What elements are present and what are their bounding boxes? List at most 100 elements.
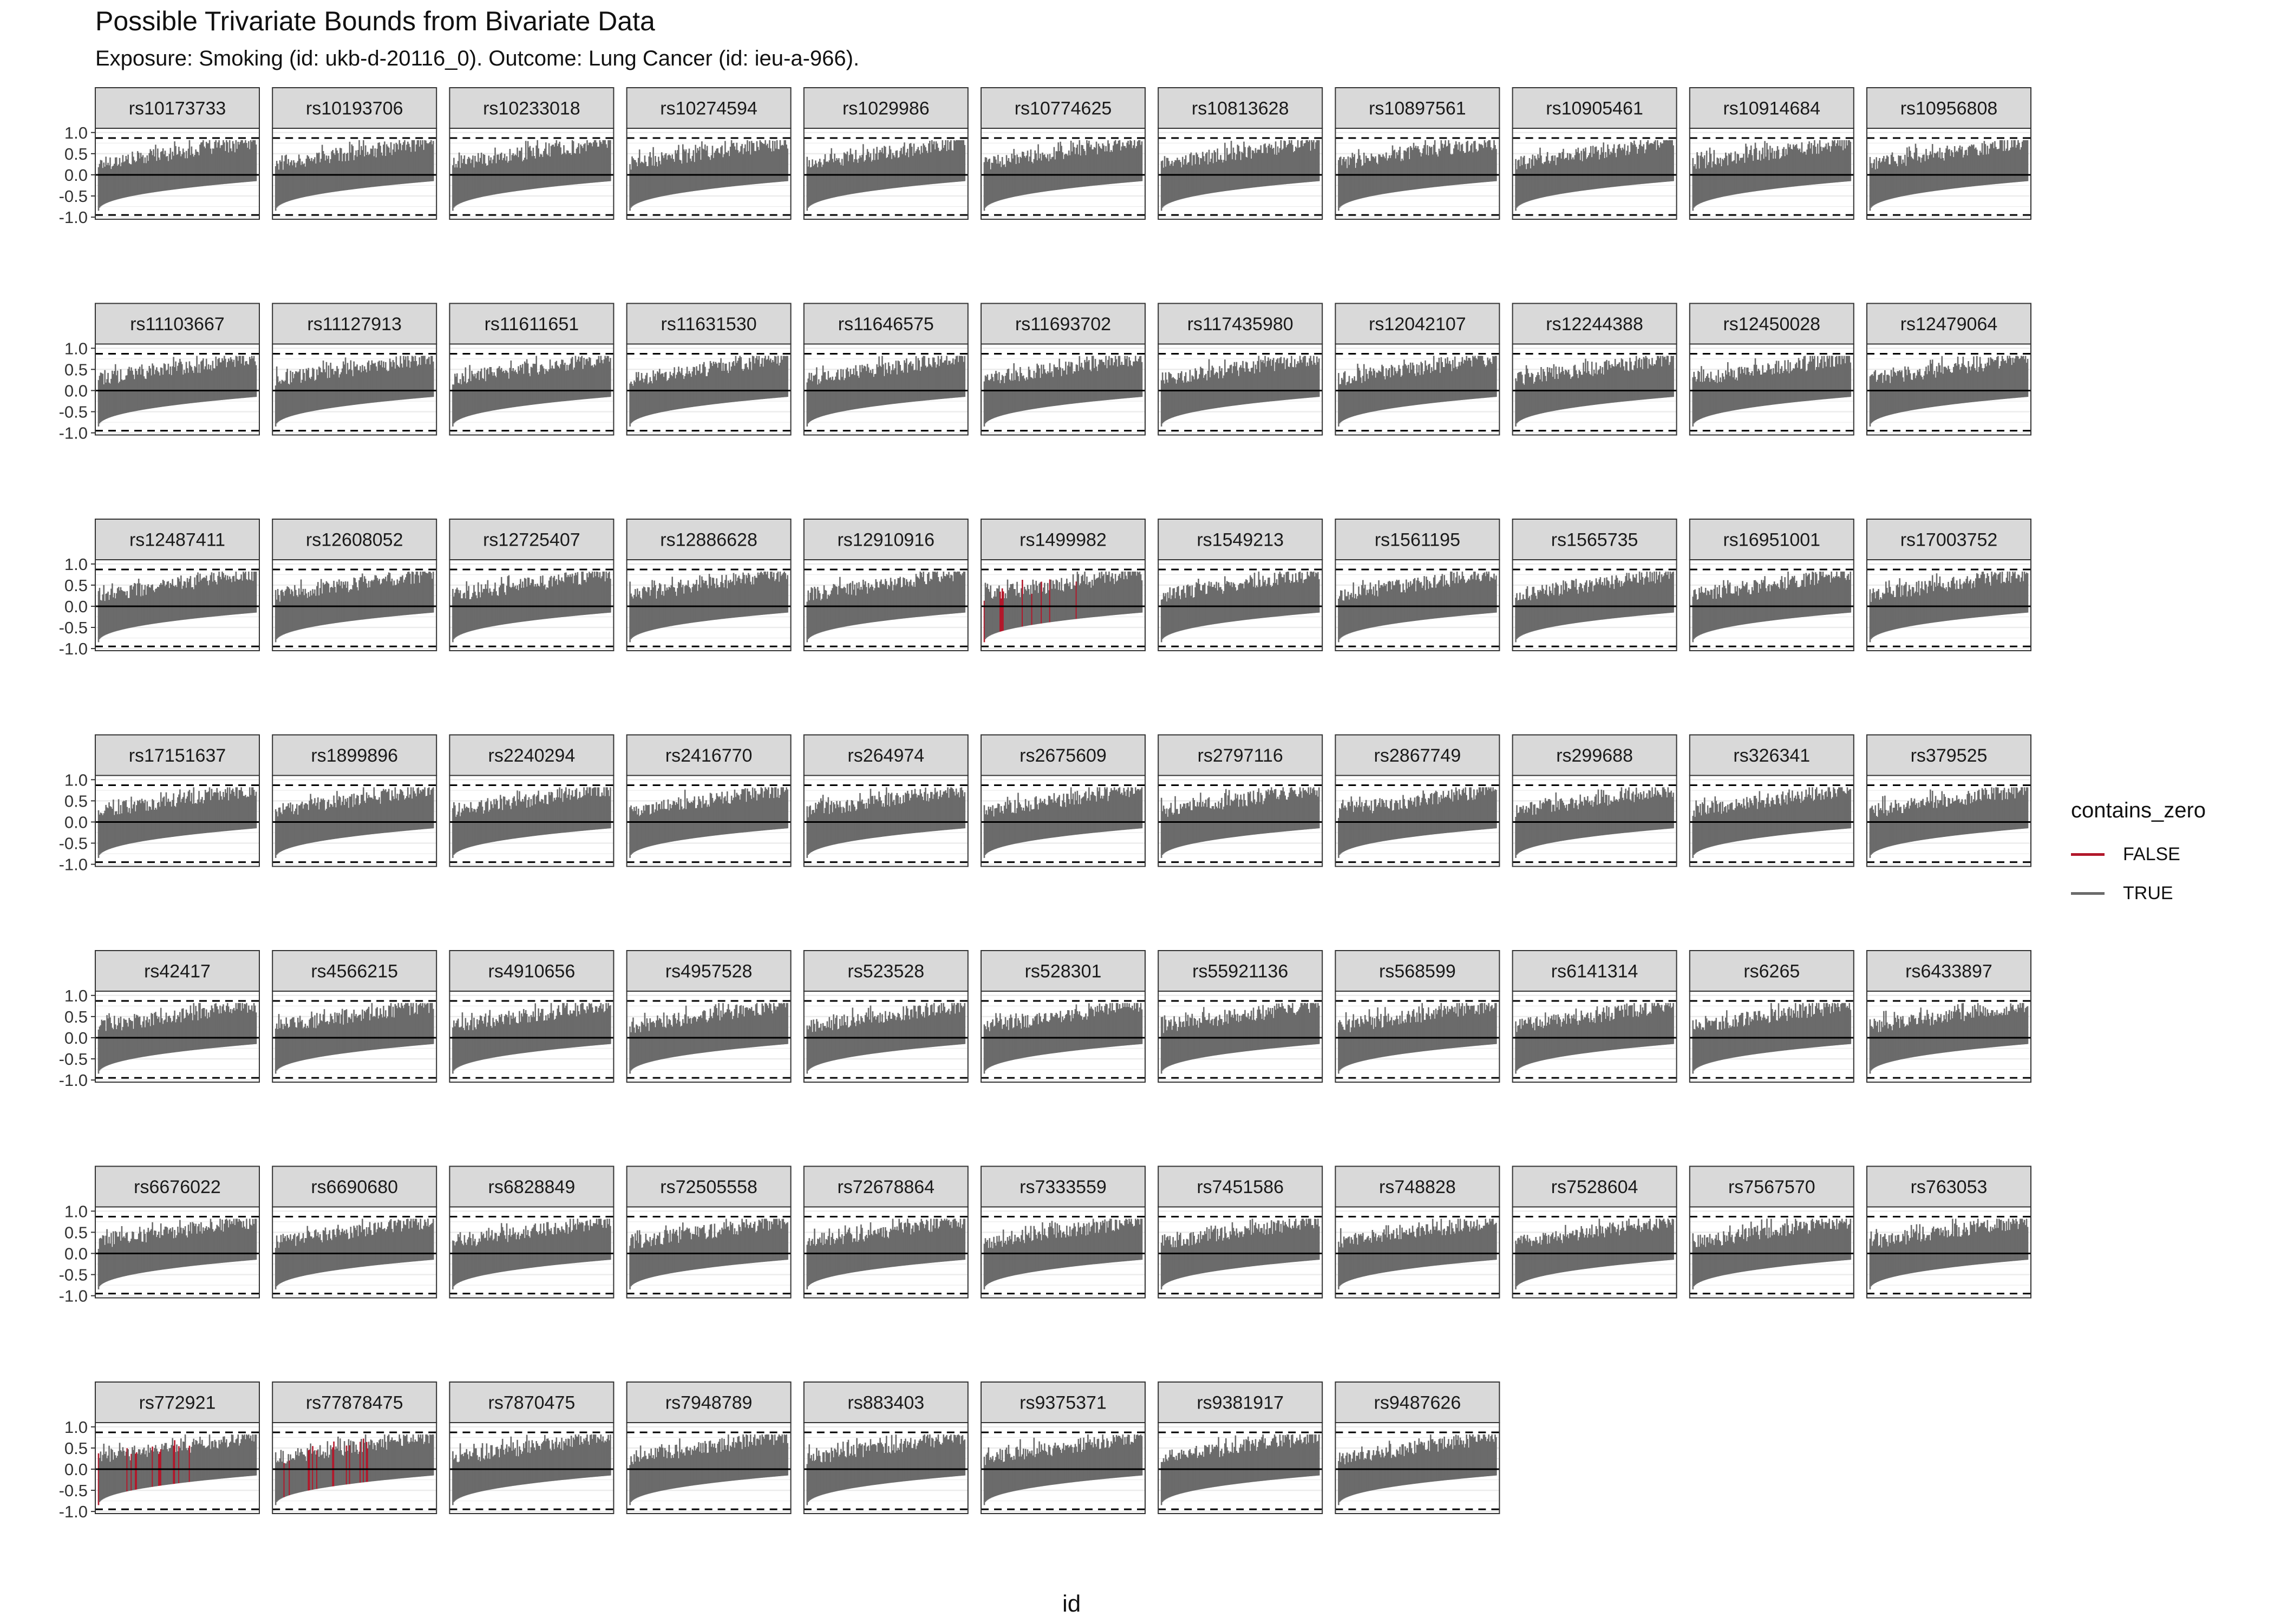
facet-strip	[1866, 303, 2031, 345]
panel-border	[626, 343, 792, 436]
panel-border	[1335, 128, 1500, 220]
facet-strip-label: rs12608052	[306, 530, 403, 551]
facet-strip-label: rs10774625	[1015, 99, 1112, 119]
facet-strip	[449, 87, 615, 129]
y-tick-label: 0.0	[64, 381, 88, 400]
panel-border	[449, 559, 615, 651]
facet-panel: rs10956808	[1866, 87, 2031, 220]
y-tick-label: 0.5	[64, 360, 88, 379]
facet-strip-label: rs12042107	[1369, 314, 1466, 335]
facet-strip	[1866, 87, 2031, 129]
facet-panel: rs10813628	[1158, 87, 1323, 220]
panel-border	[626, 128, 792, 220]
facet-panel: rs10905461	[1512, 87, 1677, 220]
facet-panel: rs12450028	[1689, 303, 1854, 436]
facet-strip	[1335, 303, 1500, 345]
facet-strip-label: rs11693702	[1015, 314, 1111, 335]
panel-border	[1335, 343, 1500, 436]
facet-strip-label: rs10274594	[660, 99, 757, 119]
panel-border	[272, 559, 437, 651]
y-tick-label: 1.0	[64, 123, 88, 142]
facet-strip	[803, 303, 969, 345]
y-tick-label: -0.5	[59, 403, 88, 422]
facet-strip	[1512, 303, 1677, 345]
facet-panel: rs10774625	[981, 87, 1146, 220]
facet-strip-label: rs12450028	[1723, 314, 1820, 335]
panel-border	[449, 343, 615, 436]
facet-panel: rs12487411 1.0 0.5 0.0 -0.5 -1.0	[59, 519, 260, 658]
facet-strip-label: rs117435980	[1187, 314, 1293, 335]
y-tick-label: -1.0	[59, 424, 88, 443]
facet-strip-label: rs11646575	[838, 314, 934, 335]
facet-strip-label: rs12910916	[837, 530, 935, 551]
facet-strip	[95, 303, 260, 345]
facet-panel: rs10274594	[626, 87, 792, 220]
facet-strip	[626, 303, 792, 345]
y-tick-label: 1.0	[64, 555, 88, 574]
facet-strip-label: rs10914684	[1723, 99, 1820, 119]
facet-strip	[1158, 87, 1323, 129]
facet-strip	[803, 87, 969, 129]
panel-border	[981, 559, 1146, 651]
facet-strip-label: rs10897561	[1369, 99, 1466, 119]
facet-panel: rs10193706	[272, 87, 437, 220]
y-tick-label: 0.5	[64, 576, 88, 595]
facet-strip	[272, 519, 437, 560]
chart-subtitle: Exposure: Smoking (id: ukb-d-20116_0). O…	[95, 47, 859, 71]
facet-panel: rs12042107	[1335, 303, 1500, 436]
panel-border	[981, 343, 1146, 436]
y-tick-label: -1.0	[59, 639, 88, 658]
facet-strip	[626, 87, 792, 129]
panel-border	[1512, 343, 1677, 436]
panel-border	[803, 559, 969, 651]
facet-panel: rs12910916	[803, 519, 969, 651]
facet-panel: rs10897561	[1335, 87, 1500, 220]
panel-border	[272, 128, 437, 220]
facet-strip	[981, 303, 1146, 345]
facet-strip-label: rs1029986	[842, 99, 930, 119]
panel-border	[95, 343, 260, 436]
panel-border	[95, 559, 260, 651]
facet-strip	[1158, 303, 1323, 345]
facet-strip	[449, 303, 615, 345]
facet-strip	[1335, 87, 1500, 129]
facet-strip-label: rs11103667	[130, 314, 225, 335]
chart-title: Possible Trivariate Bounds from Bivariat…	[95, 5, 655, 37]
panel-border	[1512, 128, 1677, 220]
facet-strip-label: rs12487411	[129, 530, 225, 551]
panel-border	[1866, 128, 2031, 220]
facet-panel: rs12608052	[272, 519, 437, 651]
panel-border	[1689, 343, 1854, 436]
facet-strip-label: rs1561195	[1375, 530, 1460, 551]
facet-panel: rs1029986	[803, 87, 969, 220]
facet-strip	[1689, 303, 1854, 345]
facet-panel: rs12886628	[626, 519, 792, 651]
facet-panel: rs11127913	[272, 303, 437, 436]
panel-border	[449, 128, 615, 220]
facet-panel: rs10914684	[1689, 87, 1854, 220]
panel-border	[1689, 128, 1854, 220]
facet-strip-label: rs10233018	[483, 99, 580, 119]
facet-panel: rs11611651	[449, 303, 615, 436]
facet-panel: rs11693702	[981, 303, 1146, 436]
facet-panel: rs12725407	[449, 519, 615, 651]
facet-panel: rs1549213	[1158, 519, 1323, 651]
panel-border	[1158, 559, 1323, 651]
facet-strip-label: rs10956808	[1900, 99, 1998, 119]
facet-strip-label: rs11127913	[307, 314, 402, 335]
facet-strip-label: rs10173733	[129, 99, 226, 119]
facet-strip-label: rs12886628	[660, 530, 757, 551]
facet-strip	[1689, 87, 1854, 129]
facet-strip-label: rs12244388	[1546, 314, 1643, 335]
facet-panel: rs11103667 1.0 0.5 0.0 -0.5 -1.0	[59, 303, 260, 443]
panel-border	[1866, 343, 2031, 436]
panel-border	[1158, 128, 1323, 220]
facet-panel: rs11646575	[803, 303, 969, 436]
facet-strip	[272, 303, 437, 345]
facet-strip	[803, 519, 969, 560]
facet-strip	[981, 519, 1146, 560]
y-tick-label: 0.0	[64, 597, 88, 616]
facet-strip-label: rs11611651	[485, 314, 579, 335]
panel-border	[1158, 343, 1323, 436]
panel-border	[272, 343, 437, 436]
